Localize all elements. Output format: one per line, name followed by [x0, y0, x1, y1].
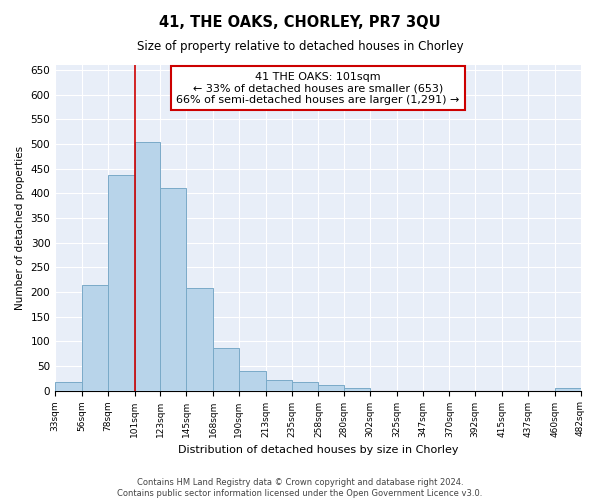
X-axis label: Distribution of detached houses by size in Chorley: Distribution of detached houses by size … [178, 445, 458, 455]
Text: Contains HM Land Registry data © Crown copyright and database right 2024.
Contai: Contains HM Land Registry data © Crown c… [118, 478, 482, 498]
Text: 41 THE OAKS: 101sqm
← 33% of detached houses are smaller (653)
66% of semi-detac: 41 THE OAKS: 101sqm ← 33% of detached ho… [176, 72, 460, 104]
Bar [160, 188, 186, 390]
Bar [82, 286, 108, 391]
Bar [555, 388, 581, 390]
Bar [135, 142, 160, 390]
Bar [239, 371, 266, 390]
Bar [292, 382, 319, 390]
Bar [55, 382, 82, 390]
Bar [266, 380, 292, 390]
Text: 41, THE OAKS, CHORLEY, PR7 3QU: 41, THE OAKS, CHORLEY, PR7 3QU [159, 15, 441, 30]
Y-axis label: Number of detached properties: Number of detached properties [15, 146, 25, 310]
Text: Size of property relative to detached houses in Chorley: Size of property relative to detached ho… [137, 40, 463, 53]
Bar [344, 388, 370, 390]
Bar [213, 348, 239, 391]
Bar [319, 384, 344, 390]
Bar [186, 288, 213, 390]
Bar [108, 175, 135, 390]
